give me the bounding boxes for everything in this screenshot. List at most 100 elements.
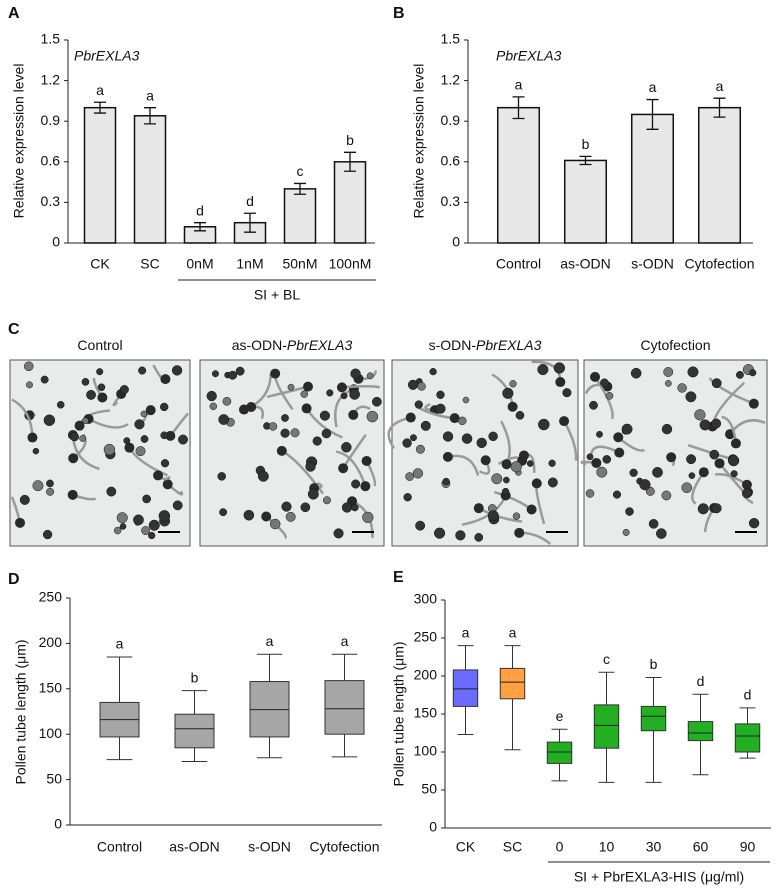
- pollen-grain: [40, 375, 49, 384]
- pollen-grain: [501, 459, 512, 470]
- pollen-grain: [74, 420, 85, 431]
- y-tick-label: 0.6: [441, 153, 461, 169]
- pollen-grain: [67, 489, 78, 500]
- significance-letter: d: [196, 202, 204, 218]
- micrograph: [391, 359, 579, 547]
- significance-letter: c: [603, 651, 610, 667]
- pollen-grain: [749, 369, 757, 377]
- pollen-grain: [415, 444, 425, 454]
- bar: [563, 159, 608, 244]
- title-part: PbrEXLA3: [476, 337, 542, 353]
- y-tick-label: 0: [452, 234, 460, 250]
- x-tick-label: as-ODN: [560, 256, 611, 272]
- pollen-grain: [420, 420, 431, 431]
- pollen-grain: [257, 470, 269, 482]
- pollen-grain: [711, 503, 722, 514]
- pollen-grain: [709, 449, 720, 460]
- pollen-grain: [698, 467, 709, 478]
- pollen-tube: [335, 450, 367, 487]
- pollen-grain: [748, 517, 760, 529]
- significance-letter: a: [341, 633, 349, 649]
- y-tick-label: 0.9: [441, 112, 461, 128]
- whisker: [598, 748, 615, 783]
- title-part: Cytofection: [640, 337, 710, 353]
- x-tick-label: 100nM: [329, 256, 372, 272]
- y-tick-label: 50: [421, 781, 437, 797]
- y-tick-label: 0.9: [41, 112, 61, 128]
- pollen-grain: [537, 364, 549, 376]
- error-bar: [579, 155, 592, 166]
- significance-letter: a: [515, 77, 523, 93]
- pollen-grain: [360, 481, 371, 492]
- whisker: [504, 698, 521, 751]
- significance-letter: a: [716, 78, 724, 94]
- pollen-grain: [160, 374, 171, 385]
- pollen-grain: [614, 447, 625, 458]
- significance-letter: b: [191, 669, 199, 685]
- pollen-grain: [711, 378, 722, 389]
- x-tick-label: 50nM: [282, 256, 317, 272]
- pollen-grain: [340, 392, 348, 400]
- pollen-grain: [178, 434, 188, 445]
- whisker: [551, 763, 568, 782]
- whisker: [692, 693, 709, 722]
- pollen-grain: [741, 479, 752, 490]
- pollen-grain: [153, 470, 164, 481]
- x-tick-label: Control: [496, 256, 541, 272]
- pollen-grain: [103, 443, 116, 456]
- error-bar: [512, 96, 525, 120]
- micrograph-title: s-ODN-PbrEXLA3: [429, 337, 542, 353]
- pollen-tube: [708, 377, 755, 405]
- pollen-grain: [436, 390, 445, 399]
- significance-letter: a: [509, 624, 517, 640]
- pollen-grain: [612, 490, 622, 499]
- micrograph-title: as-ODN-PbrEXLA3: [232, 337, 353, 353]
- pollen-grain: [455, 530, 466, 541]
- pollen-grain: [350, 368, 361, 379]
- whisker: [181, 690, 208, 715]
- pollen-grain: [46, 479, 54, 488]
- pollen-grain: [361, 455, 372, 466]
- pollen-grain: [685, 391, 697, 403]
- x-tick-label: Cytofection: [309, 839, 379, 855]
- pollen-grain: [518, 450, 529, 461]
- y-tick-label: 0.3: [441, 193, 461, 209]
- pollen-grain: [301, 403, 312, 414]
- box: [546, 741, 573, 764]
- whisker: [457, 706, 474, 736]
- pollen-grain: [681, 482, 693, 494]
- pollen-grain: [281, 501, 292, 512]
- significance-letter: d: [246, 193, 254, 209]
- pollen-grain: [362, 511, 374, 523]
- pollen-grain: [514, 527, 525, 538]
- whisker: [598, 671, 615, 705]
- pollen-grain: [741, 488, 752, 499]
- error-bar: [144, 107, 156, 125]
- bar: [496, 106, 541, 244]
- pollen-grain: [211, 370, 219, 378]
- y-tick-label: 1.5: [441, 31, 461, 47]
- y-tick-label: 0.6: [41, 153, 61, 169]
- x-tick-label: CK: [90, 256, 110, 272]
- pollen-grain: [509, 380, 517, 388]
- y-tick-label: 150: [414, 705, 438, 721]
- pollen-grain: [351, 503, 359, 512]
- pollen-tube: [341, 385, 381, 389]
- pollen-grain: [585, 489, 595, 498]
- pollen-grain: [261, 511, 272, 522]
- y-axis-label: Pollen tube length (μm): [391, 641, 407, 786]
- significance-letter: a: [462, 624, 470, 640]
- x-tick-label: 30: [646, 839, 662, 855]
- pollen-grain: [461, 433, 473, 444]
- x-tick-label: 0: [556, 839, 564, 855]
- pollen-grain: [407, 379, 419, 390]
- pollen-grain: [442, 431, 454, 442]
- pollen-grain: [276, 445, 287, 456]
- y-tick-label: 0.3: [41, 193, 61, 209]
- x-tick-label: Cytofection: [684, 256, 754, 272]
- x-tick-label: 90: [740, 839, 756, 855]
- pollen-grain: [491, 473, 503, 485]
- pollen-grain: [281, 414, 289, 422]
- error-bar: [713, 97, 726, 118]
